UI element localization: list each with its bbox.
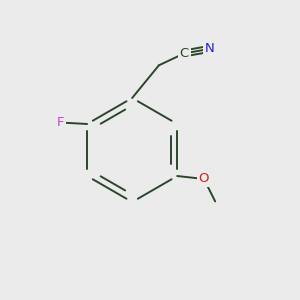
Text: O: O	[199, 172, 209, 185]
Text: F: F	[57, 116, 64, 129]
Text: N: N	[205, 42, 214, 56]
Text: C: C	[180, 47, 189, 60]
